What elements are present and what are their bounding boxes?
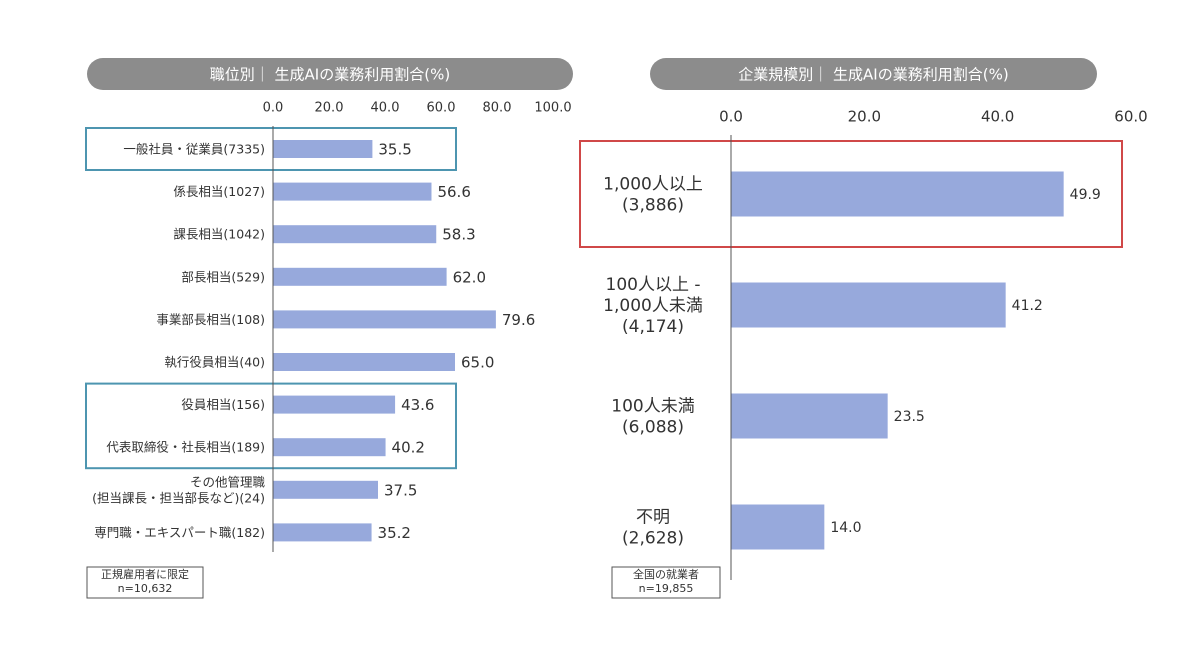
value-label: 41.2 [1012, 298, 1043, 314]
x-tick-label: 60.0 [427, 101, 456, 116]
bar [273, 353, 455, 371]
bar [273, 182, 432, 201]
category-label: (2,628) [622, 529, 684, 549]
x-tick-label: 60.0 [1114, 108, 1147, 126]
note-box [86, 566, 204, 599]
category-label: 事業部長相当(108) [156, 312, 265, 327]
bar [273, 523, 372, 542]
value-label: 56.6 [437, 183, 470, 201]
note-box [611, 566, 721, 599]
bar [273, 310, 496, 329]
category-label: 一般社員・従業員(7335) [123, 142, 265, 157]
x-tick-label: 20.0 [848, 108, 881, 126]
category-label: 役員相当(156) [181, 397, 265, 412]
note-text: 全国の就業者 [633, 567, 699, 581]
category-label: (4,174) [622, 317, 684, 337]
category-label: (3,886) [622, 196, 684, 216]
value-label: 35.5 [378, 141, 411, 159]
note-text: n=10,632 [118, 582, 173, 595]
value-label: 40.2 [392, 439, 425, 457]
bar [731, 504, 825, 550]
category-label: 専門職・エキスパート職(182) [94, 525, 265, 540]
value-label: 14.0 [830, 520, 861, 536]
value-label: 43.6 [401, 396, 434, 414]
value-label: 58.3 [442, 226, 475, 244]
category-label: 代表取締役・社長相当(189) [106, 440, 265, 455]
value-label: 23.5 [894, 409, 925, 425]
category-label: 課長相当(1042) [173, 227, 265, 242]
bar [273, 225, 437, 244]
bar [273, 140, 373, 158]
x-tick-label: 40.0 [981, 108, 1014, 126]
bar [273, 395, 396, 414]
bar [273, 267, 447, 286]
chart-title: 企業規模別｜ 生成AIの業務利用割合(%) [738, 66, 1008, 84]
category-label: (6,088) [622, 418, 684, 438]
chart-title: 職位別｜ 生成AIの業務利用割合(%) [210, 66, 450, 84]
x-tick-label: 100.0 [534, 101, 571, 116]
highlight-box [85, 127, 457, 171]
value-label: 35.2 [378, 524, 411, 542]
note-text: 正規雇用者に限定 [101, 567, 189, 581]
bar [731, 171, 1064, 217]
bar [731, 282, 1006, 328]
category-label: (担当課長・担当部長など)(24) [92, 490, 265, 505]
category-label: 1,000人以上 [603, 175, 703, 195]
bar [273, 480, 378, 499]
category-label: その他管理職 [190, 474, 266, 489]
x-tick-label: 0.0 [719, 108, 743, 126]
bar [731, 393, 888, 439]
value-label: 62.0 [453, 268, 486, 286]
highlight-box [85, 382, 457, 470]
value-label: 37.5 [384, 481, 417, 499]
value-label: 65.0 [461, 354, 494, 372]
category-label: 100人未満 [611, 397, 694, 417]
x-tick-label: 40.0 [371, 101, 400, 116]
note-text: n=19,855 [639, 582, 694, 595]
title-pill [87, 58, 573, 90]
category-label: 係長相当(1027) [173, 184, 265, 199]
x-tick-label: 80.0 [483, 101, 512, 116]
value-label: 79.6 [502, 311, 535, 329]
category-label: 部長相当(529) [181, 269, 265, 284]
x-tick-label: 0.0 [263, 101, 284, 116]
category-label: 執行役員相当(40) [164, 355, 265, 370]
bar [273, 438, 386, 457]
x-tick-label: 20.0 [315, 101, 344, 116]
title-pill [650, 58, 1097, 90]
category-label: 100人以上 - [606, 275, 701, 295]
category-label: 不明 [636, 508, 670, 528]
highlight-box [579, 140, 1123, 248]
value-label: 49.9 [1070, 187, 1101, 203]
category-label: 1,000人未満 [603, 296, 703, 316]
